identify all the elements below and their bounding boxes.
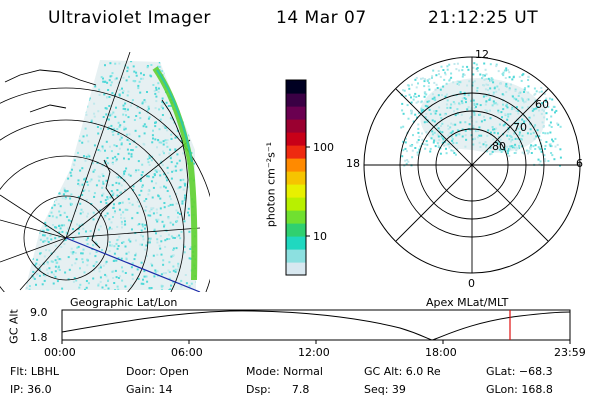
colorbar-segment [286, 119, 306, 133]
timeline-y-tick-top: 9.0 [30, 306, 48, 319]
colorbar-segment [286, 210, 306, 224]
info-door: Door: Open [126, 365, 189, 378]
mlt-label-12: 12 [475, 48, 489, 61]
info-glat: GLat: −68.3 [486, 365, 553, 378]
mlat-label-80: 80 [492, 140, 506, 153]
colorbar-segment [286, 236, 306, 250]
colorbar-segment [286, 223, 306, 237]
apex-caption: Apex MLat/MLT [426, 296, 509, 309]
colorbar-segment [286, 197, 306, 211]
timeline-x-tick-1: 06:00 [171, 346, 203, 359]
mlat-label-70: 70 [513, 121, 527, 134]
info-filter: Flt: LBHL [10, 365, 59, 378]
colorbar-unit-label: photon cm⁻²s⁻¹ [264, 141, 278, 228]
colorbar-segment [286, 132, 306, 146]
mlt-label-6: 6 [576, 157, 583, 170]
colorbar-segment [286, 106, 306, 120]
timeline-x-tick-3: 18:00 [425, 346, 457, 359]
geographic-map-grid [0, 52, 210, 292]
info-glon: GLon: 168.8 [486, 383, 553, 396]
colorbar-segment [286, 80, 306, 94]
colorbar-segment [286, 145, 306, 159]
info-mode: Mode: Normal [246, 365, 323, 378]
colorbar-segment [286, 171, 306, 185]
instrument-title: Ultraviolet Imager [48, 8, 211, 28]
info-ip: IP: 36.0 [10, 383, 52, 396]
mlat-label-60: 60 [535, 98, 549, 111]
colorbar-tick-10: 10 [313, 230, 327, 243]
colorbar-segment [286, 93, 306, 107]
timeline-plot [61, 309, 571, 344]
timeline-x-tick-2: 12:00 [298, 346, 330, 359]
colorbar-tick-100: 100 [313, 141, 334, 154]
timeline-x-tick-4: 23:59 [554, 346, 586, 359]
colorbar-segment [286, 158, 306, 172]
timeline-y-label: GC Alt [7, 309, 21, 344]
timeline-x-tick-0: 00:00 [44, 346, 76, 359]
colorbar-segment [286, 249, 306, 263]
colorbar-segment [286, 262, 306, 276]
timeline-y-tick-bottom: 1.8 [30, 331, 48, 344]
info-gain: Gain: 14 [126, 383, 173, 396]
observation-date: 14 Mar 07 [276, 8, 367, 28]
info-seq: Seq: 39 [364, 383, 406, 396]
info-gc-alt: GC Alt: 6.0 Re [364, 365, 441, 378]
mlt-label-0: 0 [468, 277, 475, 290]
polar-mlat-mlt-plot [363, 56, 581, 274]
info-dsp: Dsp: 7.8 [246, 383, 310, 396]
observation-time: 21:12:25 UT [428, 8, 539, 28]
colorbar [285, 79, 307, 276]
colorbar-segment [286, 184, 306, 198]
mlt-label-18: 18 [346, 157, 360, 170]
geographic-caption: Geographic Lat/Lon [70, 296, 178, 309]
